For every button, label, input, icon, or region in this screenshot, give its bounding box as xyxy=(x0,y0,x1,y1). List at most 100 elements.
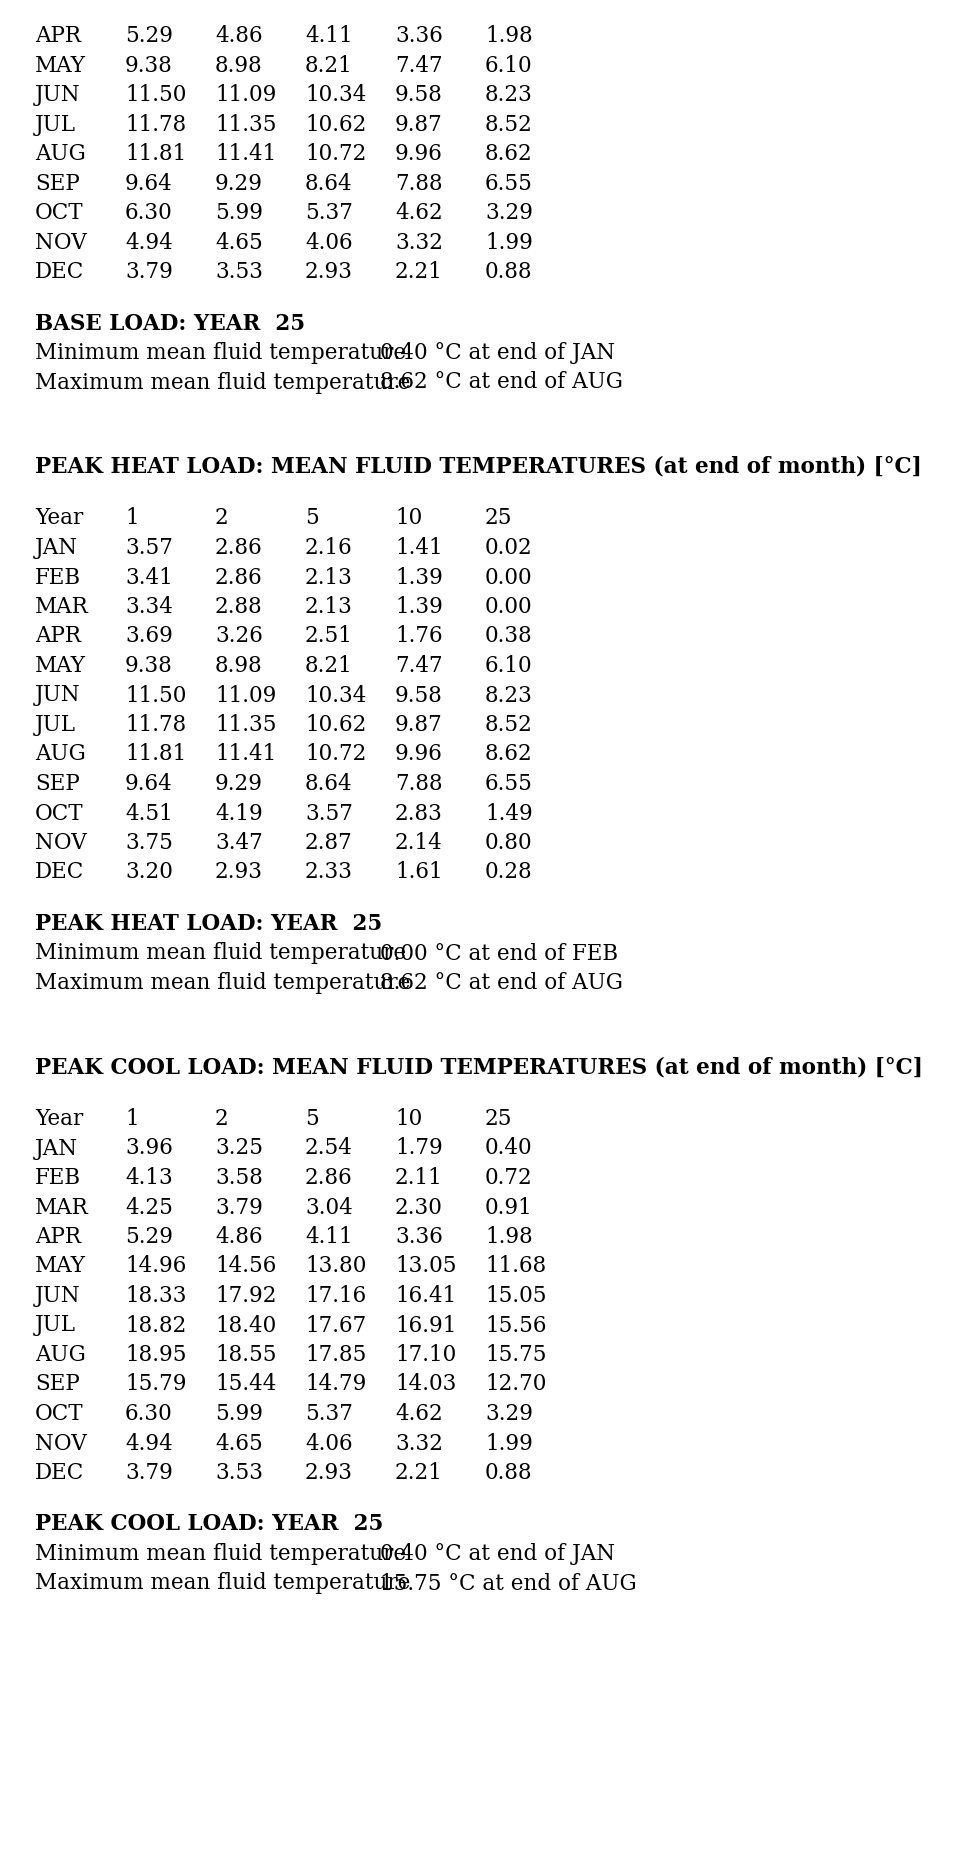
Text: 11.68: 11.68 xyxy=(485,1255,546,1278)
Text: 2.87: 2.87 xyxy=(305,832,352,854)
Text: 4.65: 4.65 xyxy=(215,232,263,254)
Text: 6.55: 6.55 xyxy=(485,173,533,195)
Text: NOV: NOV xyxy=(35,1432,86,1454)
Text: 16.91: 16.91 xyxy=(395,1315,456,1337)
Text: 5.37: 5.37 xyxy=(305,202,353,225)
Text: 25: 25 xyxy=(485,1109,513,1131)
Text: JUN: JUN xyxy=(35,84,81,106)
Text: 2.86: 2.86 xyxy=(215,537,263,559)
Text: 3.41: 3.41 xyxy=(125,566,173,589)
Text: 17.67: 17.67 xyxy=(305,1315,367,1337)
Text: 3.36: 3.36 xyxy=(395,1226,443,1248)
Text: Year: Year xyxy=(35,507,84,529)
Text: 5.37: 5.37 xyxy=(305,1404,353,1424)
Text: 0.72: 0.72 xyxy=(485,1166,533,1188)
Text: 2.21: 2.21 xyxy=(395,262,443,282)
Text: 1.76: 1.76 xyxy=(395,626,443,648)
Text: 14.56: 14.56 xyxy=(215,1255,276,1278)
Text: 2.86: 2.86 xyxy=(305,1166,352,1188)
Text: Year: Year xyxy=(35,1109,84,1131)
Text: 3.57: 3.57 xyxy=(125,537,173,559)
Text: 4.11: 4.11 xyxy=(305,1226,352,1248)
Text: 15.79: 15.79 xyxy=(125,1374,186,1395)
Text: 3.58: 3.58 xyxy=(215,1166,263,1188)
Text: 17.92: 17.92 xyxy=(215,1285,276,1307)
Text: MAY: MAY xyxy=(35,54,86,76)
Text: 2: 2 xyxy=(215,507,228,529)
Text: 10.62: 10.62 xyxy=(305,713,367,735)
Text: BASE LOAD: YEAR  25: BASE LOAD: YEAR 25 xyxy=(35,312,305,334)
Text: 1.98: 1.98 xyxy=(485,1226,533,1248)
Text: NOV: NOV xyxy=(35,232,86,254)
Text: NOV: NOV xyxy=(35,832,86,854)
Text: 11.78: 11.78 xyxy=(125,113,186,136)
Text: 0.40 °C at end of JAN: 0.40 °C at end of JAN xyxy=(380,1543,615,1565)
Text: 15.75 °C at end of AUG: 15.75 °C at end of AUG xyxy=(380,1573,636,1595)
Text: 7.47: 7.47 xyxy=(395,656,443,678)
Text: 15.56: 15.56 xyxy=(485,1315,546,1337)
Text: 5: 5 xyxy=(305,507,319,529)
Text: 2.54: 2.54 xyxy=(305,1138,353,1159)
Text: PEAK COOL LOAD: YEAR  25: PEAK COOL LOAD: YEAR 25 xyxy=(35,1513,383,1536)
Text: 0.00: 0.00 xyxy=(485,566,533,589)
Text: 4.62: 4.62 xyxy=(395,1404,443,1424)
Text: 9.87: 9.87 xyxy=(395,113,443,136)
Text: 3.75: 3.75 xyxy=(125,832,173,854)
Text: 13.80: 13.80 xyxy=(305,1255,367,1278)
Text: 4.19: 4.19 xyxy=(215,802,263,825)
Text: 3.32: 3.32 xyxy=(395,1432,443,1454)
Text: 16.41: 16.41 xyxy=(395,1285,456,1307)
Text: JAN: JAN xyxy=(35,1138,78,1159)
Text: PEAK HEAT LOAD: MEAN FLUID TEMPERATURES (at end of month) [°C]: PEAK HEAT LOAD: MEAN FLUID TEMPERATURES … xyxy=(35,457,922,477)
Text: 5.29: 5.29 xyxy=(125,24,173,46)
Text: 5.99: 5.99 xyxy=(215,202,263,225)
Text: 2.51: 2.51 xyxy=(305,626,353,648)
Text: 10.72: 10.72 xyxy=(305,143,367,165)
Text: DEC: DEC xyxy=(35,262,84,282)
Text: 8.62: 8.62 xyxy=(485,143,533,165)
Text: 3.29: 3.29 xyxy=(485,1404,533,1424)
Text: 5.99: 5.99 xyxy=(215,1404,263,1424)
Text: SEP: SEP xyxy=(35,1374,80,1395)
Text: 8.21: 8.21 xyxy=(305,656,352,678)
Text: 2.21: 2.21 xyxy=(395,1461,443,1484)
Text: 11.81: 11.81 xyxy=(125,743,186,765)
Text: 2.13: 2.13 xyxy=(305,596,353,618)
Text: 3.69: 3.69 xyxy=(125,626,173,648)
Text: 2: 2 xyxy=(215,1109,228,1131)
Text: OCT: OCT xyxy=(35,202,84,225)
Text: 1: 1 xyxy=(125,507,138,529)
Text: 1: 1 xyxy=(125,1109,138,1131)
Text: 4.25: 4.25 xyxy=(125,1196,173,1218)
Text: 0.88: 0.88 xyxy=(485,1461,533,1484)
Text: 8.98: 8.98 xyxy=(215,656,263,678)
Text: 3.79: 3.79 xyxy=(125,1461,173,1484)
Text: JUL: JUL xyxy=(35,713,76,735)
Text: 9.64: 9.64 xyxy=(125,173,173,195)
Text: 7.88: 7.88 xyxy=(395,173,443,195)
Text: 8.23: 8.23 xyxy=(485,84,533,106)
Text: 3.32: 3.32 xyxy=(395,232,443,254)
Text: 15.75: 15.75 xyxy=(485,1344,546,1367)
Text: 11.41: 11.41 xyxy=(215,143,276,165)
Text: 18.33: 18.33 xyxy=(125,1285,186,1307)
Text: 4.94: 4.94 xyxy=(125,232,173,254)
Text: 3.53: 3.53 xyxy=(215,262,263,282)
Text: AUG: AUG xyxy=(35,143,85,165)
Text: 8.64: 8.64 xyxy=(305,173,352,195)
Text: 18.82: 18.82 xyxy=(125,1315,186,1337)
Text: FEB: FEB xyxy=(35,566,81,589)
Text: 2.30: 2.30 xyxy=(395,1196,443,1218)
Text: 0.40 °C at end of JAN: 0.40 °C at end of JAN xyxy=(380,342,615,364)
Text: 6.10: 6.10 xyxy=(485,656,533,678)
Text: 3.34: 3.34 xyxy=(125,596,173,618)
Text: 1.98: 1.98 xyxy=(485,24,533,46)
Text: 2.93: 2.93 xyxy=(215,862,263,884)
Text: 2.93: 2.93 xyxy=(305,262,353,282)
Text: MAY: MAY xyxy=(35,656,86,678)
Text: Minimum mean fluid temperature: Minimum mean fluid temperature xyxy=(35,943,406,964)
Text: 3.36: 3.36 xyxy=(395,24,443,46)
Text: 9.64: 9.64 xyxy=(125,773,173,795)
Text: 14.79: 14.79 xyxy=(305,1374,367,1395)
Text: 1.39: 1.39 xyxy=(395,566,443,589)
